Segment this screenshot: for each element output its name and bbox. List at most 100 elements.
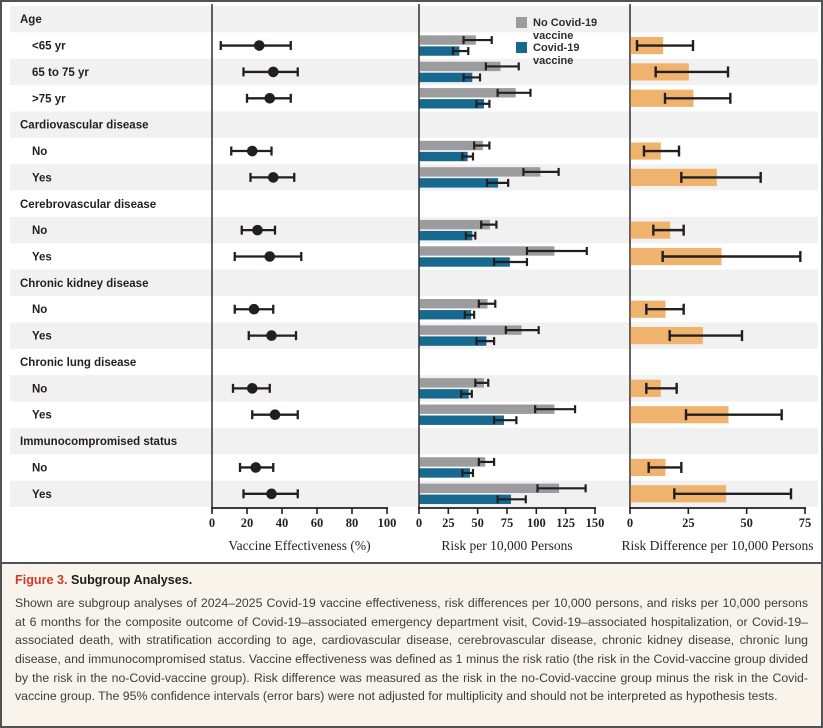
subgroup-item-label: No — [32, 383, 47, 395]
subgroup-forest-plot: Age <65 yr 65 to 75 yr >75 yr Cardiovascular… — [10, 4, 818, 553]
ve-point — [264, 92, 276, 104]
risk-bar-vaccine — [419, 494, 512, 505]
risk-bar-no-vaccine — [419, 457, 486, 467]
ve-point — [252, 224, 263, 236]
x-axis-tick-label: 40 — [276, 516, 289, 530]
subgroup-item-label: Yes — [32, 410, 52, 422]
x-axis-tick-label: 100 — [527, 516, 546, 530]
ve-point — [266, 488, 277, 500]
subgroup-item-label: Yes — [32, 489, 52, 501]
ve-point — [267, 172, 279, 183]
risk-bar-vaccine — [419, 389, 469, 399]
x-axis-tick-label: 80 — [346, 516, 359, 530]
risk-bar-no-vaccine — [419, 378, 485, 388]
figure-chart-area: Age <65 yr 65 to 75 yr >75 yr Cardiovascular… — [2, 2, 821, 562]
subgroup-item-label: Yes — [32, 252, 52, 264]
subgroup-item-label: Yes — [32, 172, 52, 184]
risk-bar-vaccine — [419, 415, 504, 425]
rd-bar — [630, 406, 729, 424]
risk-bar-no-vaccine — [419, 404, 555, 414]
x-axis-title: Risk Difference per 10,000 Persons — [621, 538, 813, 553]
ve-point — [246, 383, 258, 394]
row-band — [10, 216, 818, 244]
legend-label: vaccine — [533, 55, 573, 67]
x-axis-tick-label: 60 — [311, 516, 324, 530]
x-axis-title: Vaccine Effectiveness (%) — [228, 538, 370, 553]
ve-point — [267, 66, 279, 78]
ve-point — [250, 462, 262, 473]
x-axis-tick-label: 0 — [416, 516, 422, 530]
subgroup-item-label: No — [32, 304, 47, 316]
x-axis-tick-label: 50 — [471, 516, 484, 530]
x-axis-tick-label: 0 — [627, 516, 633, 530]
subgroup-item-label: No — [32, 462, 47, 474]
risk-bar-no-vaccine — [419, 325, 522, 335]
figure-caption-box: Figure 3. Subgroup Analyses. Shown are s… — [2, 562, 821, 726]
row-band — [10, 427, 818, 455]
ve-point — [266, 330, 277, 341]
x-axis-tick-label: 25 — [682, 516, 695, 530]
risk-bar-no-vaccine — [419, 219, 490, 230]
risk-bar-vaccine — [419, 257, 510, 267]
risk-bar-vaccine — [419, 336, 487, 346]
x-axis-tick-label: 125 — [556, 516, 575, 530]
legend-swatch-vaccine — [516, 42, 527, 53]
x-axis-tick-label: 0 — [209, 516, 215, 530]
ve-point — [253, 40, 265, 51]
subgroup-header-label: Age — [20, 14, 42, 26]
rd-bar — [630, 89, 694, 107]
ve-point — [264, 251, 276, 262]
risk-bar-vaccine — [419, 46, 460, 56]
ve-point — [246, 145, 258, 157]
subgroup-item-label: 65 to 75 yr — [32, 67, 89, 79]
figure-caption-title-line: Figure 3. Subgroup Analyses. — [15, 573, 808, 587]
subgroup-header-label: Immunocompromised status — [20, 436, 177, 448]
subgroup-item-label: No — [32, 225, 47, 237]
x-axis-tick-label: 100 — [378, 516, 397, 530]
row-band — [10, 111, 818, 138]
risk-bar-no-vaccine — [419, 483, 560, 494]
risk-bar-no-vaccine — [419, 167, 541, 177]
ve-point — [248, 303, 260, 315]
figure-caption-text: Shown are subgroup analyses of 2024–2025… — [15, 596, 808, 704]
risk-bar-no-vaccine — [419, 88, 516, 98]
risk-bar-no-vaccine — [419, 246, 555, 256]
figure-number: Figure 3. — [15, 573, 68, 587]
risk-bar-vaccine — [419, 468, 470, 478]
risk-bar-no-vaccine — [419, 61, 501, 72]
risk-bar-no-vaccine — [419, 35, 476, 45]
legend-label: No Covid-19 — [533, 17, 597, 29]
x-axis-tick-label: 75 — [501, 516, 514, 530]
subgroup-item-label: <65 yr — [32, 41, 66, 53]
row-band — [10, 375, 818, 402]
x-axis-tick-label: 25 — [442, 516, 455, 530]
row-band — [10, 6, 818, 33]
risk-bar-vaccine — [419, 99, 485, 109]
rd-bar — [630, 221, 671, 239]
risk-bar-vaccine — [419, 178, 499, 188]
subgroup-item-label: >75 yr — [32, 93, 66, 105]
risk-bar-no-vaccine — [419, 299, 488, 309]
rd-bar — [630, 327, 703, 345]
x-axis-tick-label: 75 — [799, 516, 812, 530]
risk-bar-no-vaccine — [419, 140, 483, 151]
subgroup-item-label: Yes — [32, 331, 52, 343]
x-axis-title: Risk per 10,000 Persons — [441, 538, 572, 553]
x-axis-tick-label: 50 — [740, 516, 753, 530]
risk-bar-vaccine — [419, 230, 473, 241]
subgroup-item-label: No — [32, 146, 47, 158]
row-band — [10, 269, 818, 297]
subgroup-header-label: Cardiovascular disease — [20, 120, 149, 132]
legend-label: vaccine — [533, 30, 573, 42]
x-axis-tick-label: 150 — [586, 516, 605, 530]
ve-point — [269, 409, 281, 421]
risk-bar-vaccine — [419, 72, 473, 83]
rd-bar — [630, 168, 717, 186]
figure-title: Subgroup Analyses. — [70, 573, 193, 587]
subgroup-header-label: Chronic kidney disease — [20, 278, 148, 290]
legend-label: Covid-19 — [533, 42, 579, 54]
x-axis-tick-label: 20 — [241, 516, 254, 530]
subgroup-header-label: Chronic lung disease — [20, 357, 136, 369]
risk-bar-vaccine — [419, 310, 472, 320]
